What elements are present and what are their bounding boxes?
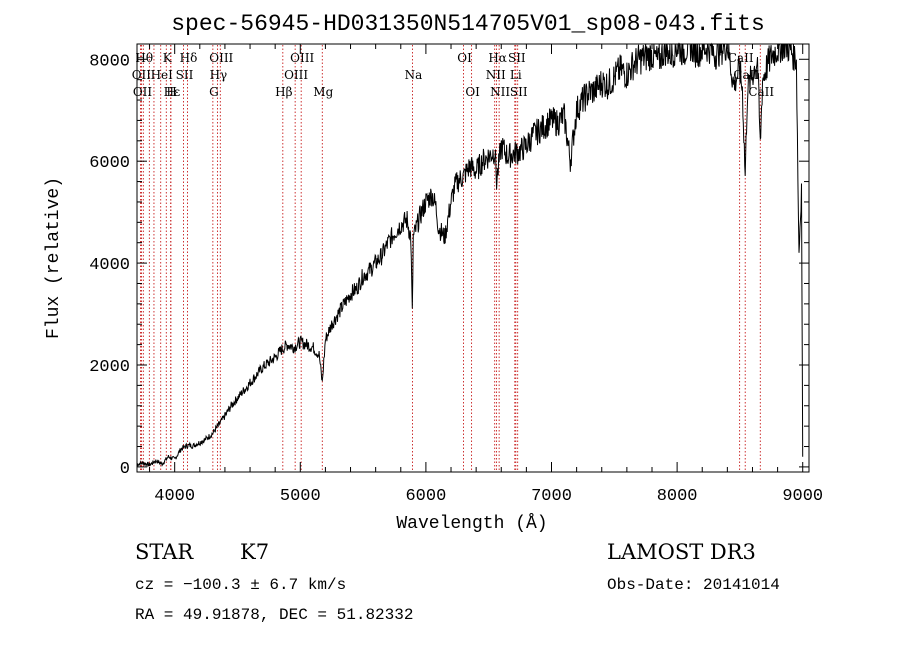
- object-subclass: K7: [240, 540, 269, 564]
- spectral-line-label: G: [209, 85, 219, 99]
- y-tick-label: 8000: [89, 52, 130, 71]
- spectral-line-label: SII: [510, 85, 528, 99]
- spectral-line-label: OIII: [284, 68, 308, 82]
- spectral-line-label: OIII: [209, 51, 233, 65]
- spectral-line-label: Mg: [313, 85, 333, 99]
- y-tick-label: 6000: [89, 154, 130, 173]
- spectral-line-label: Hε: [164, 85, 181, 99]
- x-tick-label: 8000: [657, 487, 698, 506]
- x-tick-label: 9000: [782, 487, 823, 506]
- spectral-line-label: OII: [133, 85, 153, 99]
- spectrum-line: [136, 42, 804, 468]
- coordinates: RA = 49.91878, DEC = 51.82332: [135, 606, 413, 624]
- spectral-line-label: SII: [176, 68, 194, 82]
- spectral-line-label: Hθ: [135, 51, 153, 65]
- x-axis: 4000 5000 6000 7000 8000 9000: [149, 44, 823, 506]
- spectral-line-label: CaII: [748, 85, 774, 99]
- x-axis-label: Wavelength (Å): [396, 513, 547, 534]
- y-axis-label: Flux (relative): [44, 177, 64, 339]
- spectral-line-label: NII: [486, 68, 506, 82]
- line-labels: HθOIIOIIHeIKHHεSIIHδGHγOIIIHβOIIIOIIIMgN…: [132, 51, 775, 99]
- spectral-line-label: OIII: [290, 51, 314, 65]
- y-tick-label: 4000: [89, 256, 130, 275]
- spectral-line-label: Li: [510, 68, 522, 82]
- spectral-line-label: K: [163, 51, 173, 65]
- line-markers: [139, 45, 761, 471]
- spectral-line-label: OI: [465, 85, 480, 99]
- spectrum-series: [136, 42, 804, 468]
- observation-date: Obs-Date: 20141014: [607, 576, 780, 594]
- x-tick-label: 6000: [405, 487, 446, 506]
- x-tick-label: 5000: [280, 487, 321, 506]
- spectral-line-label: CaII: [728, 51, 754, 65]
- redshift-velocity: cz = −100.3 ± 6.7 km/s: [135, 576, 346, 594]
- y-tick-label: 0: [120, 460, 130, 479]
- spectral-line-label: NII: [490, 85, 510, 99]
- spectral-line-label: OI: [457, 51, 472, 65]
- chart-title: spec-56945-HD031350N514705V01_sp08-043.f…: [171, 11, 765, 37]
- y-tick-label: 2000: [89, 358, 130, 377]
- spectral-line-label: Hδ: [180, 51, 198, 65]
- x-tick-label: 4000: [154, 487, 195, 506]
- plot-frame: [136, 43, 810, 473]
- spectral-line-label: Hβ: [275, 85, 292, 99]
- spectral-line-label: SII: [508, 51, 526, 65]
- spectral-line-label: Hγ: [210, 68, 228, 82]
- spectral-line-label: Na: [405, 68, 423, 82]
- x-tick-label: 7000: [531, 487, 572, 506]
- survey-name: LAMOST DR3: [607, 540, 756, 564]
- y-axis: 0 2000 4000 6000 8000: [89, 52, 809, 479]
- spectral-line-label: HeI: [151, 68, 174, 82]
- object-class: STAR: [135, 540, 194, 564]
- spectral-line-label: Hα: [488, 51, 507, 65]
- spectral-line-label: H: [166, 85, 176, 99]
